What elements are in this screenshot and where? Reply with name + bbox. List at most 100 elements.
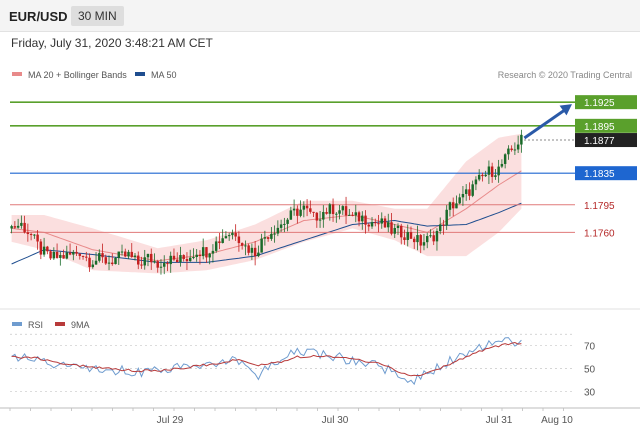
candle-body (231, 232, 234, 236)
candle-body (201, 247, 205, 257)
candle-body (169, 255, 172, 265)
candle-body (435, 230, 439, 242)
candle-body (88, 257, 91, 268)
rsi-tick-label: 50 (584, 365, 596, 376)
candle-body (10, 226, 13, 229)
candle-body (367, 224, 371, 227)
candle-body (338, 210, 341, 214)
candle-body (166, 263, 169, 265)
candle-body (474, 179, 478, 185)
timeframe-button[interactable]: 30 MIN (71, 6, 124, 26)
candle-body (507, 148, 510, 155)
candle-body (442, 224, 445, 226)
candle-body (263, 237, 267, 239)
candle-body (72, 251, 75, 255)
x-tick-label: Aug 10 (541, 415, 573, 426)
candle-body (104, 257, 108, 264)
legend: MA 20 + Bollinger Bands MA 50 Research ©… (12, 70, 632, 80)
level-label: 1.1895 (584, 122, 615, 133)
ma50-line (11, 202, 522, 265)
candle-body (403, 237, 406, 241)
candle-body (81, 255, 85, 257)
candle-body (396, 225, 400, 229)
price-panel: 1.1925 1.1895 1.1877 1.1835 1.1795 1.1760 (10, 95, 637, 275)
bollinger-band (11, 133, 522, 274)
candle-body (370, 222, 374, 227)
candle-body (227, 235, 231, 237)
candle-body (59, 255, 62, 258)
candle-body (348, 214, 351, 216)
price-levels: 1.1925 1.1895 1.1877 1.1835 1.1795 1.1760 (10, 95, 637, 239)
ma50-legend-swatch (135, 72, 145, 76)
candle-body (458, 197, 461, 204)
candle-body (224, 236, 228, 239)
rsi-tick-label: 70 (584, 342, 596, 353)
candle-body (270, 233, 273, 239)
level-tag-last (575, 133, 637, 148)
candle-body (325, 211, 328, 214)
candle-body (140, 264, 143, 266)
target-arrow (523, 104, 572, 140)
candle-body (127, 251, 130, 257)
candle-body (500, 163, 504, 167)
credit-text: Research © 2020 Trading Central (498, 70, 632, 80)
rsi-tick-label: 30 (584, 387, 596, 398)
candle-body (13, 226, 17, 228)
rsi-ma-legend-swatch (55, 322, 65, 326)
candle-body (159, 266, 163, 268)
candle-body (286, 219, 289, 224)
candle-body (218, 241, 221, 244)
ma20-legend-swatch (12, 72, 22, 76)
candle-body (497, 166, 500, 176)
candle-body (39, 241, 43, 255)
candle-body (400, 225, 403, 238)
candle-body (107, 262, 111, 264)
candle-body (455, 203, 458, 209)
candle-body (78, 253, 82, 256)
candle-body (185, 259, 189, 262)
candle-body (188, 257, 192, 262)
candle-body (510, 148, 513, 151)
candle-body (283, 223, 286, 225)
candle-body (305, 205, 309, 209)
level-tag-resistance (575, 95, 637, 110)
candle-body (377, 223, 380, 225)
candle-body (357, 212, 361, 222)
candle-body (94, 260, 98, 265)
candlesticks (10, 129, 523, 275)
candle-body (75, 251, 78, 254)
candle-body (52, 251, 56, 259)
rsi-line (11, 337, 522, 386)
candle-body (302, 205, 306, 210)
candle-body (65, 252, 69, 259)
candle-body (156, 261, 159, 268)
level-label: 1.1795 (584, 201, 615, 212)
candle-body (273, 233, 276, 235)
candle-body (175, 259, 179, 263)
candle-body (240, 243, 244, 246)
candle-body (425, 236, 429, 243)
candle-body (237, 236, 241, 244)
candle-body (513, 149, 517, 151)
candle-body (419, 235, 422, 246)
candle-body (438, 224, 442, 231)
candle-body (380, 218, 383, 224)
candle-body (62, 255, 65, 259)
candle-body (137, 255, 140, 265)
level-tag-pivot (575, 166, 637, 181)
arrow-shaft (523, 107, 567, 140)
candle-body (192, 257, 195, 259)
candle-body (361, 215, 364, 222)
candle-body (214, 241, 218, 251)
candle-body (432, 235, 435, 242)
level-label: 1.1877 (584, 136, 615, 147)
candle-body (318, 219, 322, 221)
chart-datetime: Friday, July 31, 2020 3:48:21 AM CET (11, 36, 213, 50)
candle-body (328, 204, 332, 214)
candle-body (468, 189, 471, 196)
candle-body (484, 174, 487, 177)
candle-body (33, 234, 36, 236)
candle-body (383, 218, 387, 228)
candle-body (299, 209, 302, 216)
